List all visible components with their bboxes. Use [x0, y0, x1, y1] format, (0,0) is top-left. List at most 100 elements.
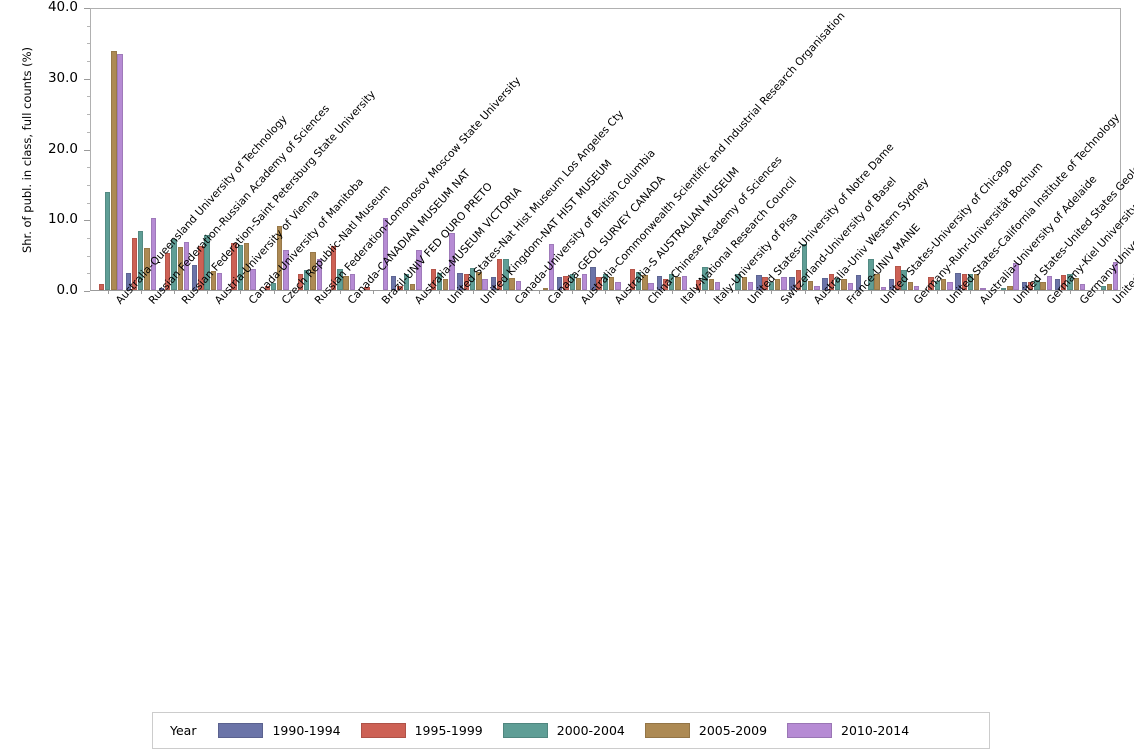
bar: [1079, 284, 1086, 290]
x-tick: [173, 290, 175, 294]
legend-entry[interactable]: 2010-2014: [787, 723, 909, 738]
bar: [330, 246, 337, 290]
bar: [548, 244, 555, 290]
bar: [1100, 286, 1106, 290]
bar: [569, 274, 575, 290]
bar-group: [456, 9, 489, 294]
bar: [449, 233, 455, 290]
bar: [967, 273, 974, 290]
bar: [1106, 284, 1113, 290]
bar: [397, 285, 403, 290]
x-tick: [373, 290, 375, 294]
legend-label: 2005-2009: [698, 723, 768, 738]
bar: [443, 278, 449, 290]
bar: [1046, 275, 1053, 290]
x-tick: [970, 290, 972, 294]
legend-title: Year: [170, 723, 197, 738]
bar: [789, 276, 795, 290]
bar: [117, 53, 123, 290]
legend-entry[interactable]: 1995-1999: [360, 723, 483, 738]
y-tick-minor: [86, 184, 90, 186]
bar: [158, 287, 165, 290]
bar: [1054, 278, 1061, 290]
bar: [615, 281, 621, 290]
bar-group: [655, 9, 688, 294]
bar: [762, 276, 768, 290]
bar: [496, 258, 503, 290]
bar: [138, 231, 144, 290]
bar: [708, 278, 714, 290]
bar: [243, 243, 250, 290]
y-tick-label: 30.0: [47, 69, 78, 86]
legend-entry[interactable]: 1990-1994: [218, 723, 341, 738]
bar-group: [423, 9, 456, 294]
bar: [131, 238, 138, 290]
legend-label: 2000-2004: [556, 723, 625, 738]
legend-entry[interactable]: 2000-2004: [502, 723, 625, 738]
bar: [183, 241, 190, 290]
bar-group: [755, 9, 788, 294]
bar-group: [91, 9, 124, 294]
y-tick-label: 0.0: [56, 282, 78, 298]
y-tick-minor: [86, 61, 90, 63]
bar: [901, 270, 907, 290]
bar: [98, 284, 105, 290]
y-tick-minor: [86, 25, 90, 27]
bar: [596, 277, 602, 290]
x-tick: [107, 290, 109, 294]
bar: [316, 258, 322, 290]
x-tick: [1070, 290, 1072, 294]
bar-group: [1020, 9, 1053, 294]
x-tick: [273, 290, 275, 294]
bar-group: [191, 9, 224, 294]
bar: [642, 275, 648, 290]
y-tick-minor: [86, 255, 90, 257]
bar: [582, 273, 588, 290]
x-tick: [638, 290, 640, 294]
bar-group: [722, 9, 755, 294]
bar: [1027, 282, 1034, 290]
legend-label: 2010-2014: [841, 723, 910, 738]
legend-swatch: [502, 723, 548, 738]
bar: [656, 275, 662, 290]
bar: [808, 280, 814, 290]
x-tick: [804, 290, 806, 294]
y-tick-minor: [86, 114, 90, 116]
x-tick: [704, 290, 706, 294]
legend-entry[interactable]: 2005-2009: [644, 723, 768, 738]
bar: [349, 274, 356, 290]
bar: [774, 279, 781, 290]
y-tick-major: [84, 220, 90, 222]
x-tick: [738, 290, 740, 294]
x-tick: [605, 290, 607, 294]
x-tick: [306, 290, 308, 294]
bar: [237, 245, 244, 290]
bar: [913, 285, 920, 290]
bar-group: [954, 9, 987, 294]
bar: [822, 277, 828, 290]
bar: [1013, 263, 1019, 290]
bar-group: [290, 9, 323, 294]
bar: [382, 217, 389, 290]
x-tick: [406, 290, 408, 294]
y-tick-label: 10.0: [47, 211, 78, 228]
bar: [662, 279, 669, 290]
y-tick-label: 20.0: [47, 140, 78, 157]
x-tick: [339, 290, 341, 294]
bar: [781, 277, 787, 290]
x-tick: [1003, 290, 1005, 294]
x-tick: [1103, 290, 1105, 294]
bar: [304, 270, 310, 290]
bar: [476, 271, 482, 290]
x-tick: [870, 290, 872, 294]
bar: [714, 281, 721, 290]
bar: [509, 277, 515, 290]
bar: [1000, 287, 1007, 290]
y-tick-minor: [86, 43, 90, 45]
bar: [1113, 261, 1119, 290]
bar-group: [1087, 9, 1120, 294]
bar: [231, 242, 237, 290]
x-tick: [140, 290, 142, 294]
bar: [409, 284, 416, 290]
bar: [928, 276, 934, 290]
